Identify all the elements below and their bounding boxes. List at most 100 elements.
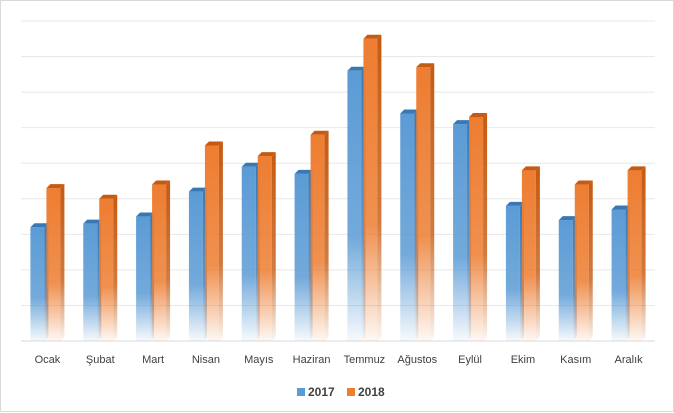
bar-2017-Eylül [453,120,472,341]
bar-top [611,205,630,210]
x-tick-label: Ocak [35,354,61,366]
x-tick-label: Mart [142,354,164,366]
legend-label: 2017 [308,385,335,399]
bar-front [363,38,378,342]
bar-top [363,34,382,39]
bar-2018-Haziran [310,130,329,341]
bar-2017-Mayıs [241,162,260,341]
bar-front [310,134,325,341]
x-tick-label: Mayıs [244,354,274,366]
bar-front [83,223,98,341]
bar-side [641,166,646,341]
bar-front [99,198,114,341]
bar-2017-Aralık [611,205,630,341]
bars [30,34,646,342]
x-tick-label: Eylül [458,354,482,366]
bar-2017-Haziran [294,169,313,341]
bar-2018-Eylül [469,113,488,341]
x-tick-label: Ağustos [397,354,437,366]
bar-front [241,166,256,341]
bar-2017-Mart [136,212,155,341]
bar-top [46,184,65,189]
bar-top [188,187,207,192]
x-axis-labels: Ocak Şubat Mart Nisan Mayıs Haziran Temmuz Ağus… [35,354,644,366]
bar-top [136,212,155,217]
bar-top [505,201,524,206]
legend-label: 2018 [358,385,385,399]
bar-top [99,194,118,199]
bar-2017-Nisan [188,187,207,341]
x-tick-label: Temmuz [344,354,386,366]
bar-2017-Ağustos [400,109,419,341]
bar-front [347,70,362,342]
bar-front [574,184,589,341]
bar-2018-Ekim [521,166,540,341]
bar-top [30,223,49,228]
bar-2017-Temmuz [347,66,366,342]
bar-side [535,166,540,341]
legend-item-2018: 2018 [347,385,385,399]
bar-side [377,34,382,342]
bar-side [218,141,223,341]
bar-front [416,67,431,341]
x-tick-label: Şubat [86,354,115,366]
bar-top [241,162,260,167]
bar-2018-Temmuz [363,34,382,342]
bar-top [453,120,472,125]
bar-2018-Nisan [204,141,223,341]
bar-2018-Aralık [627,166,646,341]
bar-front [152,184,167,341]
bar-2017-Ocak [30,223,49,341]
bar-front [453,124,468,341]
bar-side [113,194,118,341]
bar-front [188,191,203,341]
bar-side [60,184,65,341]
bar-top [416,63,435,68]
bar-front [627,170,642,341]
bar-front [505,205,520,341]
bar-top [152,180,171,185]
bar-front [558,220,573,341]
gridlines [21,20,655,342]
x-tick-label: Ekim [511,354,535,366]
bar-front [469,117,484,341]
legend-swatch [297,388,305,396]
bar-top [627,166,646,171]
legend: 2017 2018 [297,385,385,399]
bar-front [257,156,272,341]
legend-swatch [347,388,355,396]
bar-front [294,173,309,341]
bar-front [30,227,45,341]
x-tick-label: Haziran [293,354,331,366]
bar-front [521,170,536,341]
x-tick-label: Kasım [560,354,591,366]
bar-top [204,141,223,146]
bar-top [347,66,366,71]
bar-top [83,219,102,224]
bar-2018-Ağustos [416,63,435,341]
bar-front [136,216,151,341]
x-tick-label: Nisan [192,354,220,366]
bar-2018-Mart [152,180,171,341]
bar-2018-Şubat [99,194,118,341]
bar-2018-Kasım [574,180,593,341]
bar-top [469,113,488,117]
bar-2017-Ekim [505,201,524,341]
bar-front [46,188,61,341]
bar-side [588,180,593,341]
x-tick-label: Aralık [615,354,644,366]
bar-front [400,113,415,341]
bar-side [271,152,276,341]
bar-side [483,113,488,341]
bar-top [558,216,577,221]
bar-top [521,166,540,171]
bar-top [310,130,329,135]
bar-2018-Mayıs [257,152,276,341]
bar-2018-Ocak [46,184,65,341]
bar-front [204,145,219,341]
bar-2017-Kasım [558,216,577,341]
bar-top [574,180,593,185]
bar-top [400,109,419,114]
